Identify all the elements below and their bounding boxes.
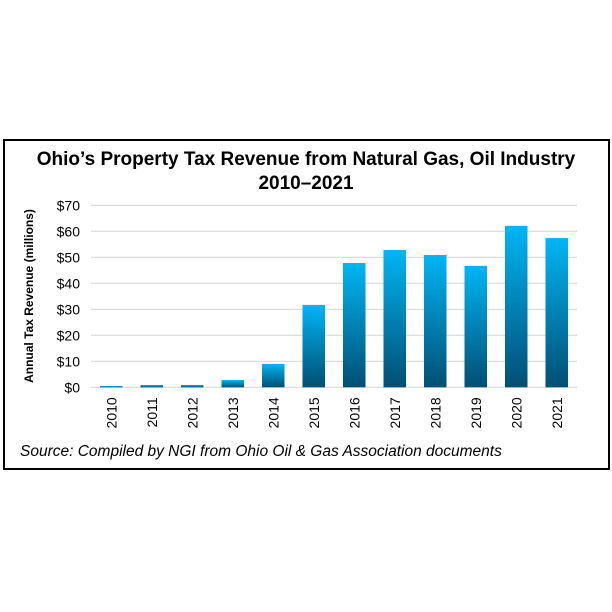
- bar-2014: [262, 363, 285, 388]
- y-tick-label: $20: [57, 327, 81, 343]
- bar-2017: [383, 250, 406, 388]
- y-tick-label: $10: [57, 353, 81, 369]
- chart-title: Ohio’s Property Tax Revenue from Natural…: [36, 149, 576, 170]
- chart-title-block: Ohio’s Property Tax Revenue from Natural…: [0, 148, 612, 196]
- x-tick-label: 2015: [306, 397, 322, 428]
- source-note: Source: Compiled by NGI from Ohio Oil & …: [20, 443, 502, 460]
- chart-frame: [3, 139, 610, 470]
- x-tick-label: 2013: [225, 397, 241, 428]
- x-tick-label: 2011: [144, 397, 160, 427]
- y-tick-label: $40: [57, 275, 81, 291]
- chart-subtitle: 2010–2021: [258, 173, 354, 194]
- x-tick-label: 2019: [468, 397, 484, 428]
- bar-2019: [464, 265, 487, 388]
- bar-2015: [302, 304, 325, 388]
- x-tick-label: 2014: [265, 397, 281, 428]
- bar-2020: [505, 225, 528, 388]
- x-tick-label: 2010: [103, 397, 119, 428]
- y-tick-label: $50: [57, 249, 81, 265]
- bar-2021: [545, 238, 568, 388]
- x-tick-label: 2016: [346, 397, 362, 428]
- x-tick-label: 2017: [387, 397, 403, 428]
- y-tick-label: $30: [57, 301, 81, 317]
- x-tick-label: 2012: [184, 397, 200, 428]
- x-tick-label: 2020: [508, 397, 524, 428]
- y-tick-label: $60: [57, 223, 81, 239]
- bar-2016: [343, 263, 366, 388]
- y-tick-label: $70: [57, 197, 81, 213]
- x-tick-label: 2018: [427, 397, 443, 428]
- y-axis-label: Annual Tax Revenue (millions): [22, 209, 36, 383]
- bar-2010: [100, 386, 123, 388]
- bar-2018: [424, 254, 447, 388]
- bar-2013: [221, 380, 244, 388]
- x-tick-label: 2021: [549, 397, 565, 428]
- bar-2011: [140, 384, 163, 388]
- y-tick-label: $0: [64, 379, 80, 395]
- bar-2012: [181, 384, 204, 388]
